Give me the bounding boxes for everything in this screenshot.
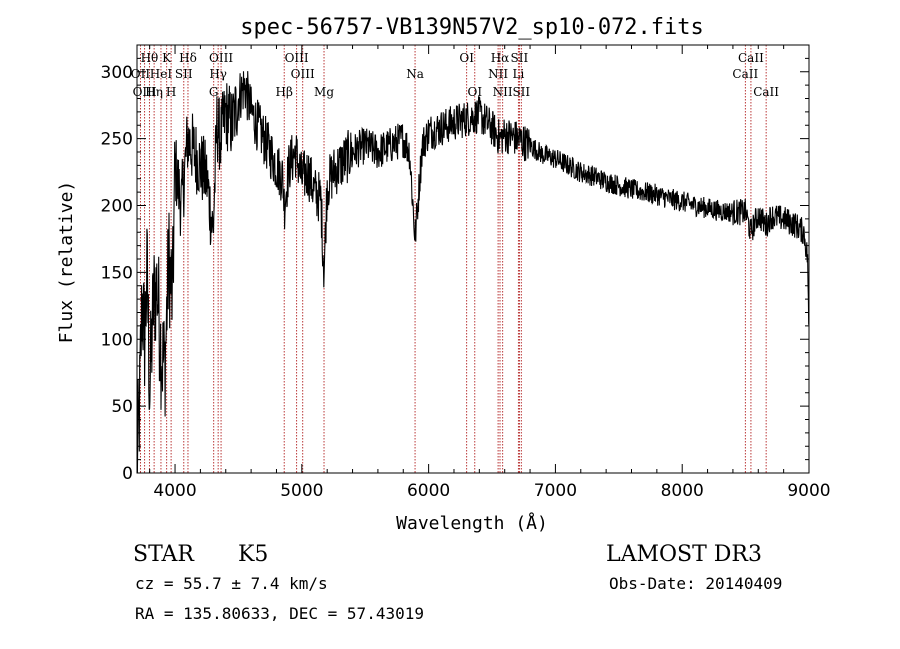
y-axis: 0 50 100 150 200 250 300 xyxy=(101,44,809,484)
line-label: Mg xyxy=(314,85,334,99)
redshift-velocity: cz = 55.7 ± 7.4 km/s xyxy=(135,574,328,593)
line-label: Li xyxy=(512,67,524,81)
line-label: OI xyxy=(459,51,474,65)
x-axis-label: Wavelength (Å) xyxy=(396,512,548,534)
x-tick-label: 7000 xyxy=(534,481,577,501)
x-tick-label: 9000 xyxy=(787,481,830,501)
line-label: H xyxy=(166,85,176,99)
line-label: SII xyxy=(511,51,529,65)
line-label: CaII xyxy=(732,67,758,81)
y-tick-label: 250 xyxy=(101,130,133,150)
x-tick-label: 6000 xyxy=(407,481,450,501)
x-tick-label: 4000 xyxy=(153,481,196,501)
y-tick-label: 50 xyxy=(111,397,133,417)
line-label: Hη xyxy=(145,85,163,99)
spectrum-line xyxy=(136,71,810,474)
line-label: HeI xyxy=(150,67,173,81)
y-tick-label: 0 xyxy=(122,464,133,484)
line-label: OIII xyxy=(285,51,309,65)
line-label: SII xyxy=(512,85,530,99)
line-label: CaII xyxy=(738,51,764,65)
observation-date: Obs-Date: 20140409 xyxy=(609,574,783,593)
x-axis: 4000 5000 6000 7000 8000 9000 xyxy=(149,45,831,501)
y-tick-label: 300 xyxy=(101,63,133,83)
line-label: OIII xyxy=(133,85,157,99)
line-label: Hθ xyxy=(141,51,159,65)
line-label: NII xyxy=(488,67,508,81)
object-class: STAR xyxy=(133,542,194,567)
y-axis-label: Flux (relative) xyxy=(56,181,77,344)
y-tick-label: 150 xyxy=(101,263,133,283)
x-tick-label: 8000 xyxy=(661,481,704,501)
line-label: Hα xyxy=(491,51,510,65)
object-subclass: K5 xyxy=(238,542,269,567)
line-label: OII xyxy=(131,67,151,81)
y-tick-label: 100 xyxy=(101,330,133,350)
chart-title: spec-56757-VB139N57V2_sp10-072.fits xyxy=(240,15,704,40)
line-label: OIII xyxy=(291,67,315,81)
line-label: CaII xyxy=(753,85,779,99)
line-label: Hδ xyxy=(179,51,197,65)
line-label: G xyxy=(209,85,219,99)
y-tick-label: 200 xyxy=(101,197,133,217)
coordinates: RA = 135.80633, DEC = 57.43019 xyxy=(135,604,424,623)
line-label: Hβ xyxy=(276,85,293,99)
survey-name: LAMOST DR3 xyxy=(606,542,762,567)
line-label: OI xyxy=(467,85,482,99)
line-label: NII xyxy=(493,85,513,99)
line-label: SII xyxy=(175,67,193,81)
line-label: OIII xyxy=(209,51,233,65)
x-tick-label: 5000 xyxy=(280,481,323,501)
line-label: Na xyxy=(406,67,424,81)
line-label: K xyxy=(162,51,172,65)
line-label: Hγ xyxy=(209,67,227,81)
